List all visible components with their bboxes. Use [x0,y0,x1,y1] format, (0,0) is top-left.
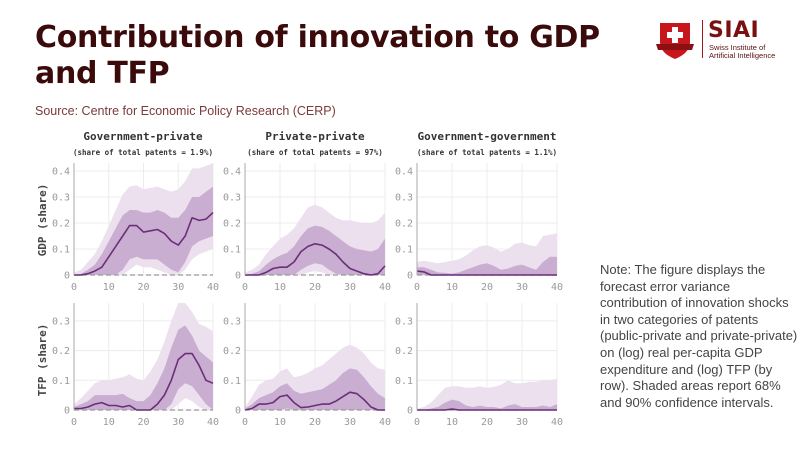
y-tick-label: 0 [407,406,413,417]
x-tick-label: 0 [242,282,248,293]
median-line [416,270,557,276]
x-tick-label: 20 [309,417,321,428]
x-tick-label: 10 [103,282,115,293]
y-tick-label: 0.3 [52,193,70,204]
x-tick-label: 40 [551,282,563,293]
logo-subtitle: Swiss Institute of Artificial Intelligen… [709,44,775,60]
y-tick-label: 0.3 [395,316,413,327]
y-tick-label: 0 [407,271,413,282]
panel-1-0: 0 0.1 0.2 0.3 0 10 20 30 40 [52,303,219,428]
logo-subtitle-line2: Artificial Intelligence [709,51,776,60]
y-tick-label: 0.3 [52,316,70,327]
x-tick-label: 10 [446,417,458,428]
panel-1-1: 0 0.1 0.2 0.3 0 10 20 30 40 [223,303,391,428]
y-tick-label: 0.2 [223,219,241,230]
ci68-band [417,256,557,275]
ci68-band [74,325,213,410]
panel-0-1: 0 0.1 0.2 0.3 0.4 0 10 20 30 40 [223,163,391,293]
x-tick-label: 40 [379,417,391,428]
x-tick-label: 20 [481,282,493,293]
x-tick-label: 0 [414,417,420,428]
median-line [417,408,557,411]
column-subtitle-1: (share of total patents = 97%) [247,148,382,157]
column-subtitle-2: (share of total patents = 1.1%) [417,148,557,157]
x-tick-label: 0 [242,417,248,428]
x-tick-label: 30 [344,282,356,293]
row-ylabel-0: GDP (share) [36,184,49,257]
panel-1-2: 0 0.1 0.2 0.3 0 10 20 30 40 [395,303,563,428]
panel-0-2: 0 0.1 0.2 0.3 0.4 0 10 20 30 40 [395,163,563,293]
y-tick-label: 0.4 [395,167,413,178]
y-tick-label: 0.4 [223,167,241,178]
y-tick-label: 0.2 [395,346,413,357]
median-line [245,243,386,276]
y-tick-label: 0.2 [223,346,241,357]
y-tick-label: 0.2 [52,346,70,357]
y-tick-label: 0 [64,271,70,282]
column-title-0: Government-private [83,130,203,143]
median-line [74,212,214,276]
ci68-band [245,225,385,275]
y-tick-label: 0.3 [223,193,241,204]
figure-note: Note: The figure displays the forecast e… [600,262,798,410]
x-tick-label: 30 [516,417,528,428]
y-tick-label: 0.3 [223,316,241,327]
y-tick-label: 0 [235,271,241,282]
x-tick-label: 40 [379,282,391,293]
ci68-band [417,399,557,410]
shield-logo-icon [656,23,694,59]
x-tick-label: 40 [551,417,563,428]
siai-logo: SIAI Swiss Institute of Artificial Intel… [648,18,778,62]
source-caption: Source: Centre for Economic Policy Resea… [35,104,336,118]
y-tick-label: 0.4 [52,167,70,178]
logo-subtitle-line1: Swiss Institute of [709,43,766,52]
x-tick-label: 20 [137,282,149,293]
x-tick-label: 0 [71,417,77,428]
x-tick-label: 10 [446,282,458,293]
y-tick-label: 0.1 [395,376,413,387]
x-tick-label: 30 [516,282,528,293]
median-line [244,391,385,411]
x-tick-label: 40 [207,282,219,293]
x-tick-label: 10 [274,282,286,293]
y-tick-label: 0.1 [223,376,241,387]
logo-wordmark: SIAI [708,18,760,43]
page-title: Contribution of innovation to GDP and TF… [35,20,600,91]
column-title-2: Government-government [417,130,556,143]
column-title-1: Private-private [265,130,365,143]
y-tick-label: 0.2 [52,219,70,230]
x-tick-label: 30 [172,282,184,293]
x-tick-label: 20 [481,417,493,428]
y-tick-label: 0.1 [395,245,413,256]
x-tick-label: 20 [309,282,321,293]
x-tick-label: 0 [71,282,77,293]
x-tick-label: 30 [344,417,356,428]
x-tick-label: 10 [103,417,115,428]
ci68-band [74,186,213,275]
x-tick-label: 0 [414,282,420,293]
x-tick-label: 10 [274,417,286,428]
y-tick-label: 0.2 [395,219,413,230]
x-tick-label: 40 [207,417,219,428]
y-tick-label: 0.1 [223,245,241,256]
y-tick-label: 0.1 [52,245,70,256]
panel-0-0: 0 0.1 0.2 0.3 0.4 0 10 20 30 40 [52,163,219,293]
column-subtitle-0: (share of total patents = 1.9%) [73,148,213,157]
y-tick-label: 0 [64,406,70,417]
x-tick-label: 20 [137,417,149,428]
y-tick-label: 0.1 [52,376,70,387]
x-tick-label: 30 [172,417,184,428]
logo-divider [702,20,703,58]
row-ylabel-1: TFP (share) [36,324,49,397]
ci68-band [245,368,385,410]
y-tick-label: 0 [235,406,241,417]
y-tick-label: 0.3 [395,193,413,204]
median-line [74,352,214,411]
